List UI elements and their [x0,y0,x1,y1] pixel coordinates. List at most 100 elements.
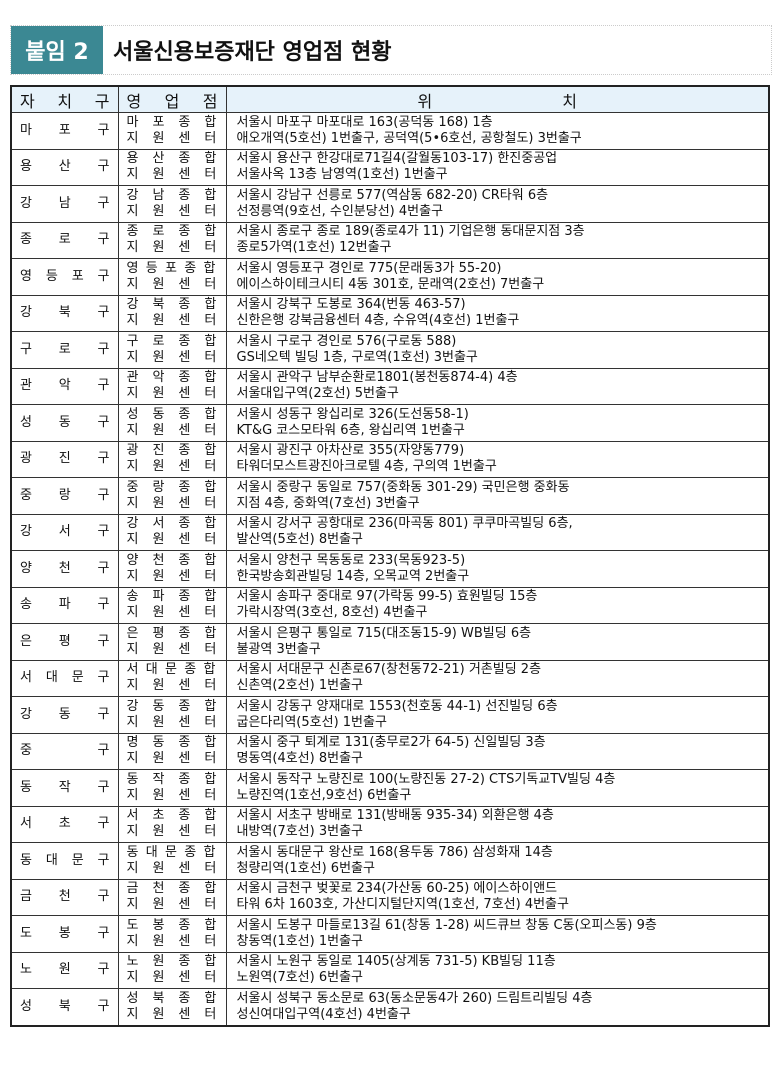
location-address: 서울시 서초구 방배로 131(방배동 935-34) 외환은행 4층 [236,808,554,824]
branch-name-line2: 지원센터 [126,933,231,949]
branch-name-line2: 지원센터 [126,641,231,657]
branch-name-line2: 지원센터 [126,714,231,730]
branch-name-line2: 지원센터 [126,568,231,584]
location-directions: 불광역 3번출구 [236,641,321,657]
attachment-label: 붙임 2 [11,26,103,74]
location-address: 서울시 동대문구 왕산로 168(용두동 786) 삼성화재 14층 [236,844,553,860]
title-box: 붙임 2 서울신용보증재단 영업점 현황 [10,25,772,75]
location-directions: 청량리역(1호선) 6번출구 [236,860,375,876]
branch-name-line2: 지원센터 [126,313,231,329]
location-address: 서울시 은평구 통일로 715(대조동15-9) WB빌딩 6층 [236,625,532,641]
branch-name-line1: 마포종합 [126,114,231,130]
location-address: 서울시 송파구 중대로 97(가락동 99-5) 효원빌딩 15층 [236,589,538,605]
location-address: 서울시 중랑구 동일로 757(중화동 301-29) 국민은행 중화동 [236,479,570,495]
location-directions: 종로5가역(1호선) 12번출구 [236,240,392,256]
location-address: 서울시 강동구 양재대로 1553(천호동 44-1) 선진빌딩 6층 [236,698,558,714]
location-address: 서울시 금천구 벚꽃로 234(가산동 60-25) 에이스하이앤드 [236,881,558,897]
location-directions: 가락시장역(3호선, 8호선) 4번출구 [236,605,428,621]
location-address: 서울시 강북구 도봉로 364(번동 463-57) [236,297,466,313]
branch-name-line1: 광진종합 [126,443,231,459]
branch-name-line2: 지원센터 [126,240,231,256]
branch-name-line1: 강남종합 [126,187,231,203]
branch-name-line1: 강북종합 [126,297,231,313]
location-directions: 신한은행 강북금융센터 4층, 수유역(4호선) 1번출구 [236,313,520,329]
branch-name-line2: 지원센터 [126,1006,231,1022]
branch-name-line1: 성동종합 [126,406,231,422]
location-address: 서울시 동작구 노량진로 100(노량진동 27-2) CTS기독교TV빌딩 4… [236,771,616,787]
branch-name-line1: 금천종합 [126,881,231,897]
branch-name-line2: 지원센터 [126,787,231,803]
branch-name-line1: 서초종합 [126,808,231,824]
branch-name-line2: 지원센터 [126,459,231,475]
branch-name-line1: 관악종합 [126,370,231,386]
branch-name-line2: 지원센터 [126,532,231,548]
location-address: 서울시 종로구 종로 189(종로4가 11) 기업은행 동대문지점 3층 [236,224,585,240]
location-directions: 지점 4층, 중화역(7호선) 3번출구 [236,495,420,511]
branch-name-line1: 성북종합 [126,990,231,1006]
branch-name-line1: 강서종합 [126,516,231,532]
branch-name-line2: 지원센터 [126,130,231,146]
branch-name-line1: 명동종합 [126,735,231,751]
branch-name-line2: 지원센터 [126,897,231,913]
branch-name-line1: 양천종합 [126,552,231,568]
branch-name-line2: 지원센터 [126,970,231,986]
location-directions: 내방역(7호선) 3번출구 [236,824,364,840]
branch-name-line1: 은평종합 [126,625,231,641]
location-address: 서울시 도봉구 마들로13길 61(창동 1-28) 씨드큐브 창동 C동(오피… [236,917,657,933]
location-address: 서울시 강서구 공항대로 236(마곡동 801) 쿠쿠마곡빌딩 6층, [236,516,573,532]
location-directions: GS네오텍 빌딩 1층, 구로역(1호선) 3번출구 [236,349,478,365]
location-address: 서울시 강남구 선릉로 577(역삼동 682-20) CR타워 6층 [236,187,549,203]
location-address: 서울시 구로구 경인로 576(구로동 588) [236,333,457,349]
branch-name-line2: 지원센터 [126,276,231,292]
location-directions: 한국방송회관빌딩 14층, 오목교역 2번출구 [236,568,470,584]
branch-name-line2: 지원센터 [126,422,231,438]
branch-name-line2: 지원센터 [126,605,231,621]
location-address: 서울시 마포구 마포대로 163(공덕동 168) 1층 [236,114,493,130]
location-address: 서울시 성북구 동소문로 63(동소문동4가 260) 드림트리빌딩 4층 [236,990,593,1006]
branch-name-line1: 동대문종합 [126,844,223,860]
location-directions: 굽은다리역(5호선) 1번출구 [236,714,387,730]
location-directions: 타워 6차 1603호, 가산디지털단지역(1호선, 7호선) 4번출구 [236,897,569,913]
location-address: 서울시 영등포구 경인로 775(문래동3가 55-20) [236,260,502,276]
branch-name-line1: 구로종합 [126,333,231,349]
location-directions: 노원역(7호선) 6번출구 [236,970,364,986]
branch-name-line2: 지원센터 [126,349,231,365]
location-directions: 명동역(4호선) 8번출구 [236,751,364,767]
location-directions: 성신여대입구역(4호선) 4번출구 [236,1006,411,1022]
